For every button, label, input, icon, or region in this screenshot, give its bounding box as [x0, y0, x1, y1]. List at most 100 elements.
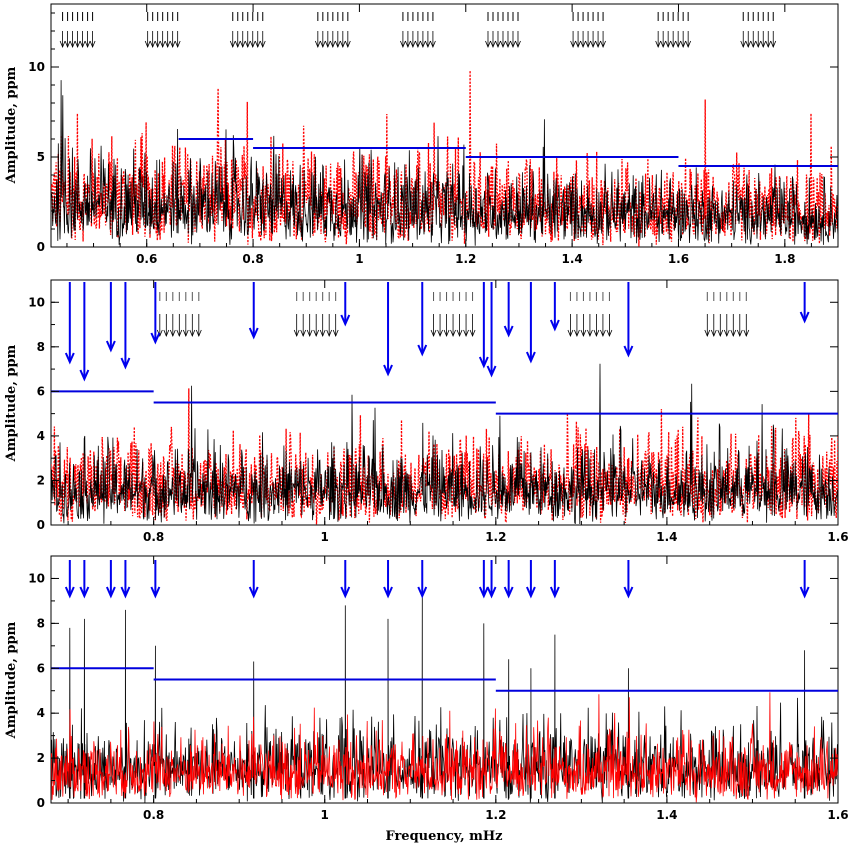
mode-arrow-head	[154, 40, 161, 49]
mode-arrow-head	[79, 40, 86, 49]
mid-y-tick-label: 10	[28, 295, 45, 309]
mode-arrow-head	[450, 329, 456, 338]
mid-y-tick-label: 4	[37, 429, 45, 443]
mode-arrow-head	[149, 40, 156, 49]
mode-arrow-head	[505, 40, 511, 49]
mid-y-tick-label: 0	[37, 518, 45, 532]
mode-arrow-head	[606, 329, 613, 338]
top-plot-frame	[50, 3, 839, 248]
mid-x-tick-label: 1.4	[656, 530, 677, 544]
top-mode-group-marker	[229, 12, 266, 49]
mode-arrow-head	[344, 40, 351, 49]
mode-arrow-head	[425, 40, 431, 49]
mode-arrow-head	[229, 40, 236, 49]
bot-detected-frequency-arrow	[486, 560, 497, 599]
mode-arrow-head	[64, 40, 71, 49]
blue-arrow-head	[383, 586, 393, 599]
mode-arrow-head	[680, 40, 687, 49]
mid-detected-frequency-arrow	[340, 282, 351, 327]
mode-arrow-head	[89, 40, 96, 49]
top-series-red-line	[51, 70, 838, 247]
bot-detected-frequency-arrow	[120, 560, 131, 599]
mid-detected-frequency-arrow	[79, 282, 90, 382]
top-x-tick-label: 1.8	[774, 252, 795, 266]
top-series-black-line	[51, 80, 838, 246]
mode-arrow-head	[254, 40, 261, 49]
mode-arrow-head	[74, 40, 81, 49]
bot-detected-frequency-arrow	[799, 560, 810, 599]
mid-mode-group-marker	[156, 292, 202, 338]
mode-arrow-head	[182, 329, 189, 338]
top-y-tick-label: 5	[37, 150, 45, 164]
mid-x-tick-label: 1.2	[485, 530, 506, 544]
mode-arrow-head	[326, 329, 333, 338]
mid-detected-frequency-arrow	[120, 282, 131, 370]
top-y-tick-label: 10	[28, 60, 45, 74]
bot-y-tick-label: 4	[37, 706, 45, 720]
bot-y-tick-label: 0	[37, 796, 45, 810]
blue-arrow-head	[248, 327, 259, 340]
mode-arrow-head	[490, 40, 496, 49]
mode-arrow-head	[660, 40, 667, 49]
top-x-tick-label: 1	[355, 252, 363, 266]
bot-detected-frequency-arrow	[525, 560, 536, 599]
mode-arrow-head	[189, 329, 196, 338]
mode-arrow-head	[670, 40, 677, 49]
mid-y-tick-label: 6	[37, 384, 45, 398]
x-axis-label: Frequency, mHz	[385, 829, 502, 844]
bot-detected-frequency-arrow	[549, 560, 560, 599]
mode-arrow-head	[495, 40, 501, 49]
blue-arrow-head	[105, 340, 116, 353]
mode-arrow-head	[430, 40, 436, 49]
mid-mode-group-marker	[293, 292, 339, 338]
bottom-plot-frame	[50, 555, 839, 804]
mode-arrow-head	[575, 40, 581, 49]
blue-arrow-head	[64, 586, 75, 599]
mode-arrow-head	[176, 329, 183, 338]
bot-detected-frequency-arrow	[623, 560, 634, 599]
mid-detected-frequency-arrow	[486, 282, 497, 378]
mode-arrow-head	[174, 40, 181, 49]
bot-detected-frequency-arrow	[150, 560, 161, 599]
mode-arrow-head	[587, 329, 593, 338]
mode-arrow-head	[745, 40, 752, 49]
blue-arrow-head	[478, 586, 489, 599]
blue-arrow-head	[503, 325, 514, 338]
blue-arrow-head	[417, 586, 428, 599]
blue-arrow-head	[525, 351, 536, 364]
mode-arrow-head	[593, 329, 600, 338]
bot-detected-frequency-arrow	[79, 560, 90, 599]
top-x-tick-label: 0.8	[242, 252, 263, 266]
bot-detected-frequency-arrow	[340, 560, 351, 599]
mode-arrow-head	[600, 329, 606, 338]
bot-y-tick-label: 2	[37, 751, 45, 765]
blue-arrow-head	[503, 586, 514, 599]
mid-y-tick-label: 8	[37, 340, 45, 354]
mode-arrow-head	[710, 329, 717, 338]
mode-arrow-head	[515, 40, 521, 49]
top-mode-group-marker	[655, 12, 692, 49]
mode-arrow-head	[400, 40, 406, 49]
mid-detected-frequency-arrow	[64, 282, 75, 365]
mode-arrow-head	[600, 40, 606, 49]
mode-arrow-head	[332, 329, 339, 338]
mode-arrow-head	[463, 329, 469, 338]
mid-mode-group-marker	[430, 292, 476, 338]
top-mode-group-marker	[740, 12, 777, 49]
bot-detected-frequency-arrow	[105, 560, 116, 599]
mode-arrow-head	[164, 40, 171, 49]
mode-arrow-head	[259, 40, 266, 49]
mode-arrow-head	[580, 40, 586, 49]
bot-detected-frequency-arrow	[248, 560, 259, 599]
mid-detected-frequency-arrow	[105, 282, 116, 353]
mode-arrow-head	[234, 40, 241, 49]
mode-arrow-head	[293, 329, 300, 338]
mode-arrow-head	[319, 329, 326, 338]
mid-series-black-line	[51, 363, 838, 525]
mode-arrow-head	[405, 40, 411, 49]
mode-arrow-head	[195, 329, 202, 338]
blue-arrow-head	[417, 344, 428, 357]
top-mode-group-marker	[59, 12, 96, 49]
mid-detected-frequency-arrow	[799, 282, 810, 324]
